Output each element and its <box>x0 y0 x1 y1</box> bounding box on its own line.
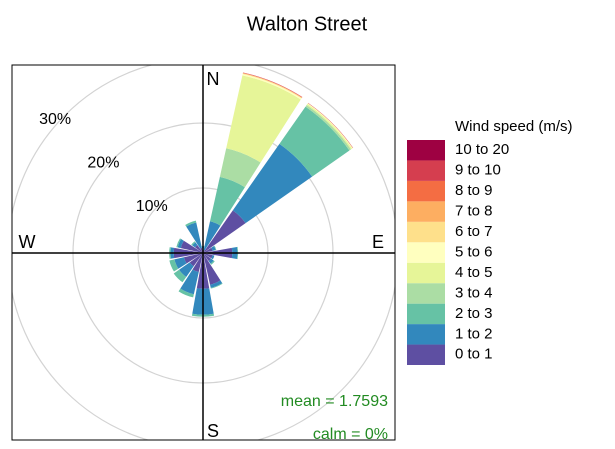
petal-segment <box>186 222 202 249</box>
legend-label: 0 to 1 <box>455 346 493 363</box>
petal-segment <box>226 75 301 163</box>
petal-segment <box>183 253 203 264</box>
legend-swatch <box>407 140 445 161</box>
petal-segment <box>210 283 223 289</box>
annotation: calm = 0% <box>313 426 388 443</box>
legend-swatch <box>407 283 445 304</box>
legend-label: 5 to 6 <box>455 243 493 260</box>
petal-segment <box>242 74 302 100</box>
legend-label: 4 to 5 <box>455 264 493 281</box>
legend-swatch <box>407 180 445 202</box>
legend-label: 10 to 20 <box>455 141 509 158</box>
petal-segment <box>213 245 217 251</box>
petal-segment <box>203 253 213 259</box>
legend-label: 2 to 3 <box>455 305 493 322</box>
petal-segment <box>208 258 214 264</box>
petal-segment <box>203 253 211 261</box>
petal-segment <box>232 143 313 224</box>
petal-segment <box>210 176 245 226</box>
petal-segment <box>191 241 196 246</box>
petal-segment <box>169 259 179 272</box>
compass-label: N <box>207 69 220 89</box>
legend-swatch <box>407 303 445 325</box>
petal-segment <box>179 262 194 277</box>
petal-segment <box>195 245 203 253</box>
compass-label: E <box>372 232 384 252</box>
compass-label: S <box>207 421 219 441</box>
petal-segment <box>192 242 198 248</box>
legend-swatch <box>407 221 445 243</box>
petals <box>169 72 354 317</box>
petal-segment <box>180 240 203 253</box>
petal-segment <box>189 253 203 267</box>
petal-segment <box>210 260 215 265</box>
petal-segment <box>178 288 194 298</box>
petal-segment <box>173 269 187 283</box>
r-tick-label: 20% <box>87 155 119 172</box>
legend-label: 7 to 8 <box>455 203 493 220</box>
chart-title: Walton Street <box>247 13 368 35</box>
legend-swatch <box>407 201 445 222</box>
legend-swatch <box>407 344 445 365</box>
legend-label: 8 to 9 <box>455 182 493 199</box>
petal-segment <box>176 238 182 248</box>
petal-segment <box>203 221 221 251</box>
petal-segment <box>192 253 203 273</box>
petal-segment <box>177 239 184 249</box>
r-tick-label: 10% <box>136 198 168 215</box>
petal-segment <box>203 210 246 253</box>
r-tick-label: 30% <box>39 111 71 128</box>
petal-segment <box>211 255 215 260</box>
legend-swatch <box>407 262 445 284</box>
legend-label: 6 to 7 <box>455 223 493 240</box>
petal-segment <box>185 220 197 227</box>
legend-label: 9 to 10 <box>455 162 501 179</box>
petal-segment <box>305 104 352 151</box>
annotation: mean = 1.7593 <box>281 393 388 410</box>
legend-label: 1 to 2 <box>455 325 493 342</box>
petal-segment <box>219 148 261 188</box>
legend-swatch <box>407 324 445 345</box>
petal-segment <box>279 106 350 177</box>
plot-frame <box>11 64 396 441</box>
petal-segment <box>174 257 187 269</box>
legend-swatch <box>407 242 445 263</box>
petal-segment <box>203 253 221 285</box>
compass-label: W <box>19 232 36 252</box>
legend-label: 3 to 4 <box>455 284 493 301</box>
legend-title: Wind speed (m/s) <box>455 118 573 135</box>
legend-swatch <box>407 160 445 181</box>
axes <box>12 65 395 440</box>
petal-segment <box>180 269 199 295</box>
petal-segment <box>203 247 213 253</box>
petal-segment <box>210 280 223 288</box>
petal-segment <box>211 246 216 251</box>
